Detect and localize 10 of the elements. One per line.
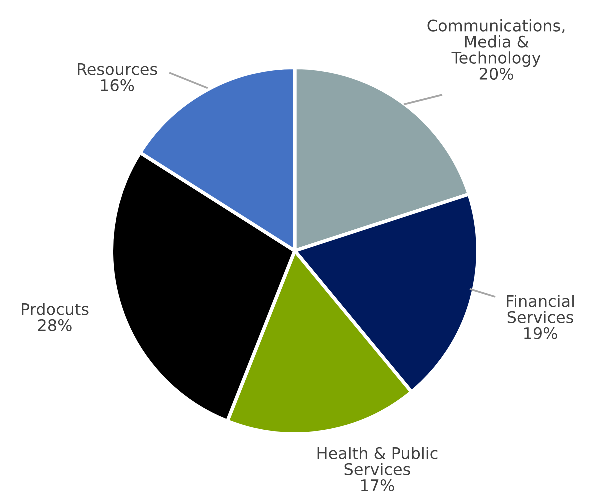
slice-label: Communications, Media & Technology	[428, 19, 565, 68]
slice-label: Prdocuts	[22, 303, 89, 316]
data-label: 16%	[101, 79, 134, 92]
slice-label: Resources	[78, 64, 158, 76]
data-label: 28%	[38, 319, 72, 332]
data-label: 20%	[480, 68, 514, 80]
data-label: 19%	[524, 327, 558, 340]
slice-label: Financial Services	[507, 294, 574, 324]
slice-label: Health & Public Services	[318, 447, 438, 476]
data-label: 17%	[361, 479, 394, 492]
